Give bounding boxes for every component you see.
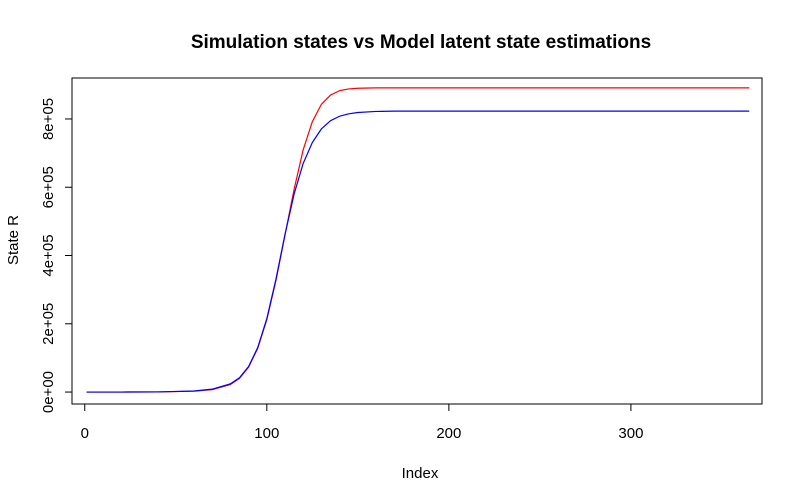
plot-frame bbox=[71, 77, 763, 405]
y-tick-label: 6e+05 bbox=[40, 166, 57, 208]
y-tick-label: 0e+00 bbox=[40, 371, 57, 413]
x-axis: 0 100 200 300 bbox=[81, 403, 643, 442]
y-axis-label: State R bbox=[5, 215, 22, 265]
x-tick-label: 0 bbox=[81, 425, 89, 442]
x-tick-label: 300 bbox=[618, 425, 643, 442]
y-tick-label: 2e+05 bbox=[40, 303, 57, 345]
x-tick-label: 200 bbox=[436, 425, 461, 442]
series-group bbox=[86, 87, 750, 393]
chart-title: Simulation states vs Model latent state … bbox=[191, 32, 651, 53]
series-line-1 bbox=[86, 87, 750, 393]
x-axis-label: Index bbox=[402, 465, 439, 482]
x-tick-label: 100 bbox=[254, 425, 279, 442]
y-tick-label: 4e+05 bbox=[40, 234, 57, 276]
y-axis: 0e+00 2e+05 4e+05 6e+05 8e+05 bbox=[40, 98, 73, 413]
y-tick-label: 8e+05 bbox=[40, 98, 57, 140]
series-line-2 bbox=[86, 110, 750, 393]
